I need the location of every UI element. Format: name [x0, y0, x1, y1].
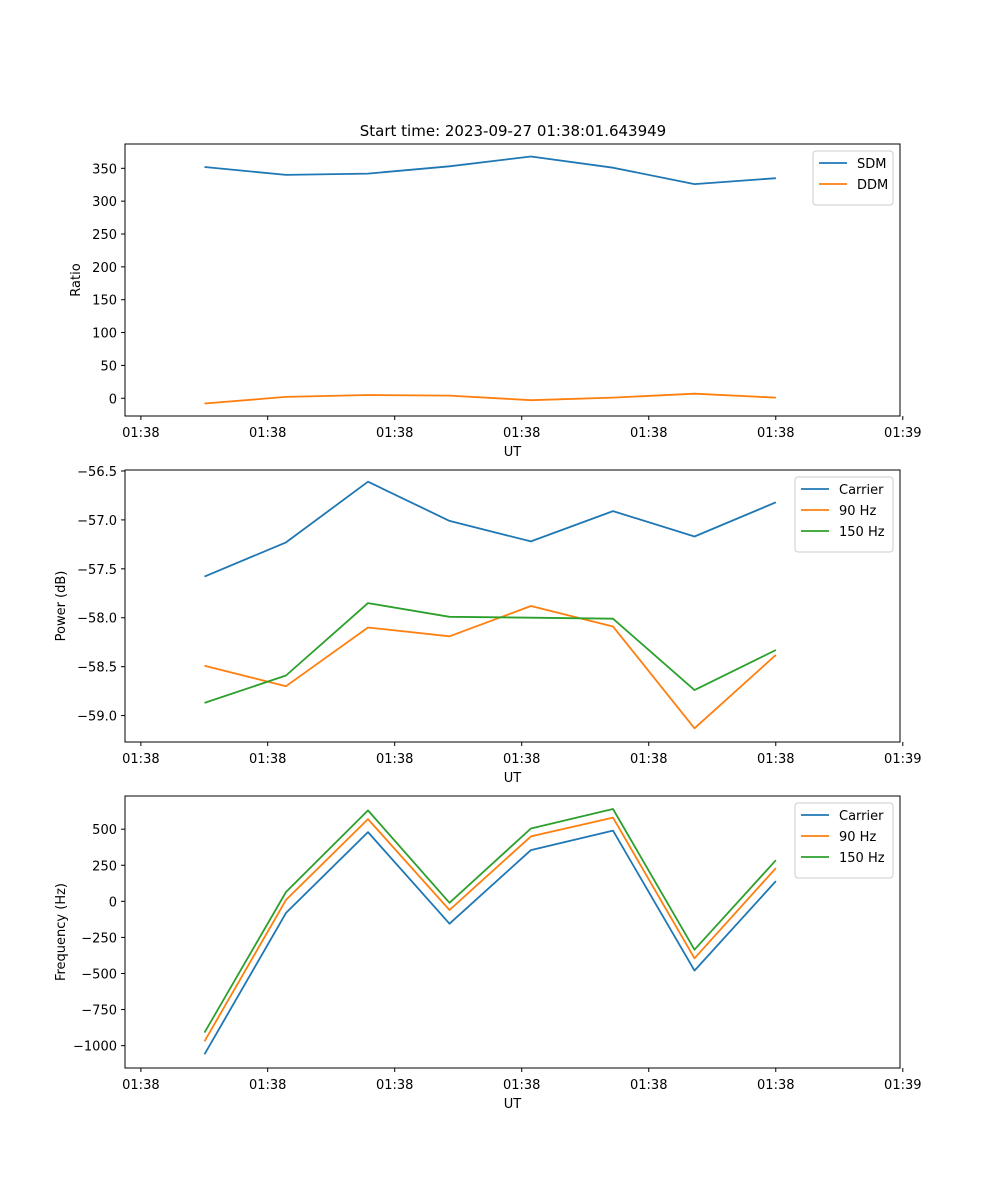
legend-label: 90 Hz	[839, 504, 876, 519]
x-tick-label: 01:38	[630, 752, 667, 767]
x-tick-label: 01:38	[249, 1078, 286, 1093]
x-tick-label: 01:38	[757, 1078, 794, 1093]
legend: Carrier 90 Hz 150 Hz	[794, 476, 894, 553]
x-tick-label: 01:38	[503, 426, 540, 441]
x-tick-label: 01:39	[884, 1078, 921, 1093]
legend: SDM DDM	[812, 150, 894, 206]
x-tick-label: 01:38	[757, 752, 794, 767]
x-tick-label: 01:38	[757, 426, 794, 441]
series-line-90-hz	[203, 816, 777, 1042]
y-tick-label: 0	[109, 392, 117, 407]
legend-label: Carrier	[839, 483, 884, 498]
legend-label: 90 Hz	[839, 830, 876, 845]
series-line-carrier	[203, 829, 777, 1055]
y-axis-label: Power (dB)	[54, 571, 69, 642]
x-tick-label: 01:38	[630, 1078, 667, 1093]
y-tick-label: 500	[92, 823, 117, 838]
x-tick-label: 01:38	[376, 426, 413, 441]
x-tick-label: 01:38	[630, 426, 667, 441]
y-tick-label: 200	[92, 261, 117, 276]
y-tick-label: −500	[81, 967, 117, 982]
figure-title: Start time: 2023-09-27 01:38:01.643949	[360, 122, 666, 140]
legend-label: SDM	[857, 157, 886, 172]
legend-label: 150 Hz	[839, 851, 885, 866]
y-tick-label: −750	[81, 1004, 117, 1019]
series-line-90-hz	[204, 605, 777, 730]
x-tick-label: 01:38	[503, 752, 540, 767]
series-line-150-hz	[204, 602, 777, 704]
subplot-3: 01:38 01:38 01:38 01:38 01:38 01:38 01:39 −1000…	[54, 795, 922, 1112]
x-tick-label: 01:38	[376, 1078, 413, 1093]
legend-box	[794, 476, 894, 553]
y-tick-label: −56.5	[77, 465, 117, 480]
axes-frame	[124, 795, 901, 1069]
y-tick-label: 50	[100, 359, 117, 374]
x-axis-label: UT	[504, 445, 522, 460]
y-tick-label: −58.5	[77, 661, 117, 676]
y-tick-label: −58.0	[77, 612, 117, 627]
legend: Carrier 90 Hz 150 Hz	[794, 802, 894, 879]
x-tick-label: 01:38	[503, 1078, 540, 1093]
x-tick-label: 01:39	[884, 426, 921, 441]
x-axis-label: UT	[504, 771, 522, 786]
x-axis-label: UT	[504, 1097, 522, 1112]
series-line-sdm	[204, 155, 776, 186]
y-tick-label: −57.5	[77, 563, 117, 578]
y-tick-label: −1000	[73, 1040, 117, 1055]
y-tick-label: −57.0	[77, 514, 117, 529]
legend-label: 150 Hz	[839, 525, 885, 540]
y-axis-label: Ratio	[69, 263, 84, 296]
y-tick-label: 350	[92, 162, 117, 177]
legend-label: DDM	[857, 178, 888, 193]
y-tick-label: 300	[92, 195, 117, 210]
y-tick-label: 0	[109, 895, 117, 910]
axes-frame	[124, 143, 901, 417]
x-tick-label: 01:38	[249, 426, 286, 441]
series-line-carrier	[204, 480, 777, 578]
x-tick-label: 01:38	[249, 752, 286, 767]
y-axis-label: Frequency (Hz)	[54, 883, 69, 981]
y-tick-label: 150	[92, 294, 117, 309]
axes-frame	[124, 469, 901, 743]
legend-label: Carrier	[839, 809, 884, 824]
x-tick-label: 01:38	[122, 426, 159, 441]
legend-box	[812, 150, 894, 206]
y-tick-label: 250	[92, 859, 117, 874]
x-tick-label: 01:39	[884, 752, 921, 767]
x-tick-label: 01:38	[122, 752, 159, 767]
series-line-150-hz	[203, 808, 777, 1034]
x-tick-label: 01:38	[122, 1078, 159, 1093]
series-line-ddm	[204, 392, 776, 405]
x-tick-label: 01:38	[376, 752, 413, 767]
subplot-1: 01:38 01:38 01:38 01:38 01:38 01:38 01:39 0 50 10…	[69, 143, 922, 460]
subplot-2: 01:38 01:38 01:38 01:38 01:38 01:38 01:39 −59.0…	[54, 465, 922, 786]
y-tick-label: 250	[92, 228, 117, 243]
legend-box	[794, 802, 894, 879]
y-tick-label: 100	[92, 327, 117, 342]
y-tick-label: −250	[81, 931, 117, 946]
y-tick-label: −59.0	[77, 710, 117, 725]
